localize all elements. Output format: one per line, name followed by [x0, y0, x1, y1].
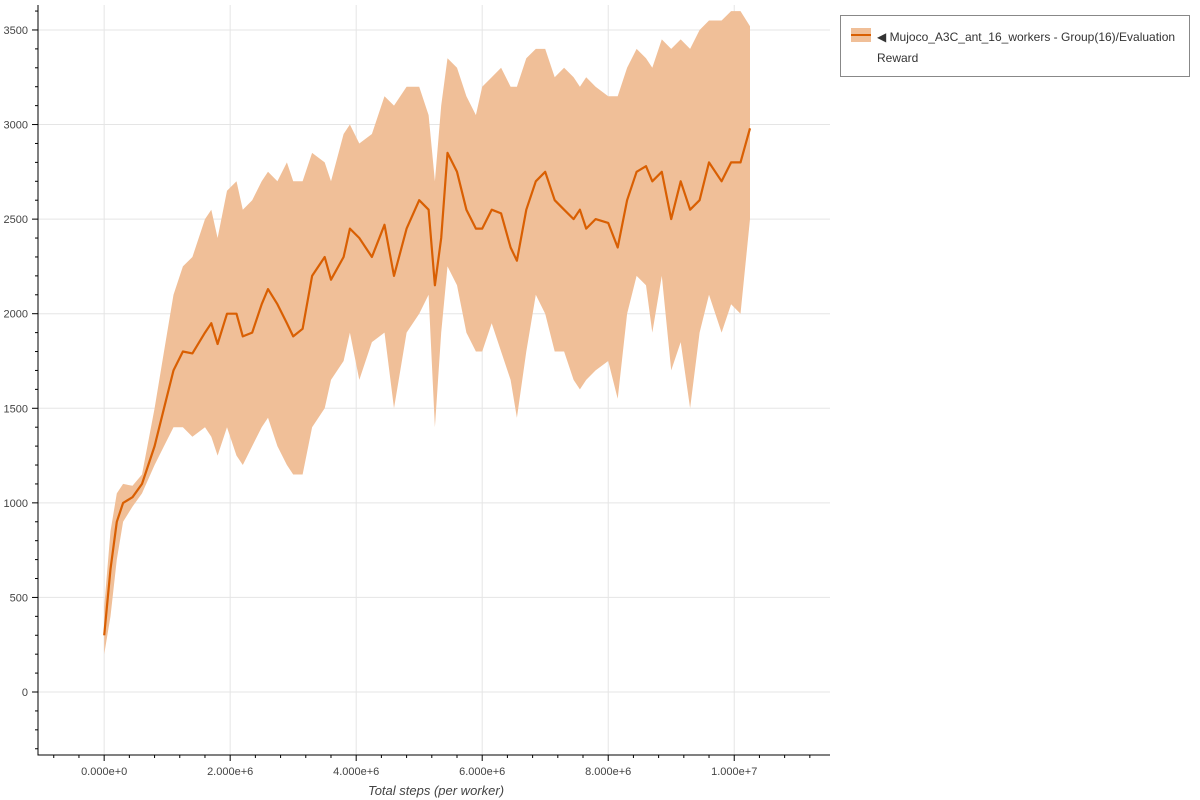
x-tick-label: 6.000e+6: [459, 766, 505, 778]
y-tick-label: 1500: [4, 403, 28, 415]
y-tick-label: 3500: [4, 25, 28, 37]
x-tick-label: 2.000e+6: [207, 766, 253, 778]
y-tick-label: 0: [22, 687, 28, 699]
legend-swatch-icon: [851, 28, 871, 42]
y-tick-label: 1000: [4, 498, 28, 510]
y-tick-label: 500: [10, 592, 28, 604]
x-tick-label: 0.000e+0: [81, 766, 127, 778]
std-band: [104, 11, 750, 655]
y-tick-label: 2000: [4, 309, 28, 321]
mean-line: [103, 128, 752, 636]
x-tick-label: 1.000e+7: [711, 766, 757, 778]
tick-labels: 0.000e+0 2.000e+6 4.000e+6 6.000e+6 8.000e+6…: [4, 25, 758, 778]
x-axis-label: Total steps (per worker): [368, 783, 504, 798]
x-tick-label: 8.000e+6: [585, 766, 631, 778]
legend[interactable]: ◀ Mujoco_A3C_ant_16_workers - Group(16)/…: [840, 15, 1190, 77]
y-tick-label: 2500: [4, 214, 28, 226]
legend-entry-label[interactable]: ◀ Mujoco_A3C_ant_16_workers - Group(16)/…: [877, 30, 1176, 65]
y-tick-label: 3000: [4, 120, 28, 132]
axes: [32, 5, 830, 761]
x-tick-label: 4.000e+6: [333, 766, 379, 778]
